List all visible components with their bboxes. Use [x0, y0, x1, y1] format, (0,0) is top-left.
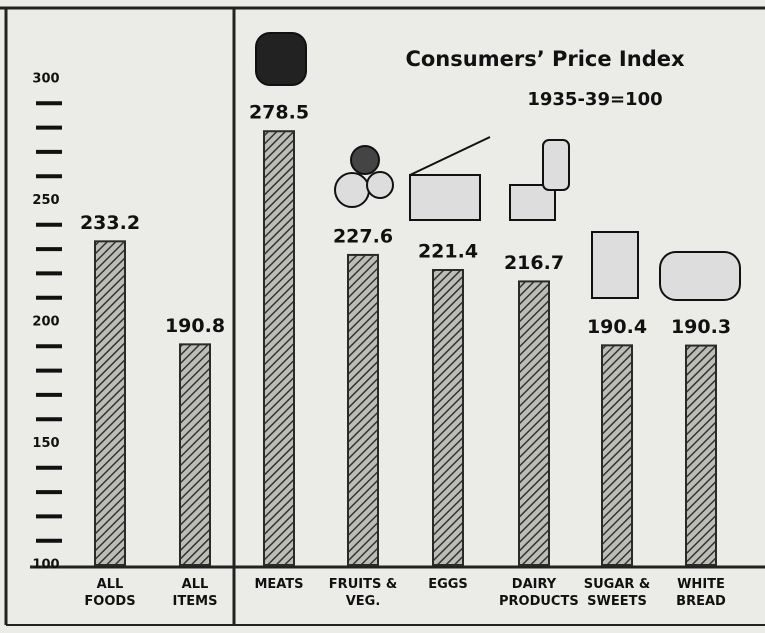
value-label: 190.8 — [165, 315, 225, 337]
value-label: 216.7 — [504, 252, 564, 274]
value-label: 233.2 — [80, 212, 140, 234]
y-tick-label: 250 — [32, 193, 59, 208]
x-tick-label: ALL ITEMS — [160, 576, 230, 610]
y-tick-label: 200 — [32, 315, 59, 330]
chart: Consumers’ Price Index 1935-39=100 100 15… — [0, 0, 765, 633]
y-tick-label: 150 — [32, 436, 59, 451]
bar — [519, 281, 549, 565]
bar — [180, 344, 210, 565]
value-label: 190.3 — [671, 316, 731, 338]
bar — [602, 345, 632, 565]
bar — [95, 241, 125, 565]
x-tick-label: WHITE BREAD — [666, 576, 736, 610]
value-label: 221.4 — [418, 240, 478, 262]
value-label: 190.4 — [587, 316, 647, 338]
x-tick-label: MEATS — [237, 576, 321, 593]
x-tick-label: EGGS — [406, 576, 490, 593]
chart-title: Consumers’ Price Index — [405, 47, 684, 71]
y-tick-label: 300 — [32, 72, 59, 87]
x-tick-label: FRUITS & VEG. — [328, 576, 398, 610]
page: Consumers’ Price Index 1935-39=100 100 15… — [0, 0, 765, 633]
bar — [264, 131, 294, 565]
bar — [348, 255, 378, 565]
chart-subtitle: 1935-39=100 — [527, 89, 662, 110]
x-tick-label: SUGAR & SWEETS — [582, 576, 652, 610]
x-tick-label: ALL FOODS — [75, 576, 145, 610]
value-label: 278.5 — [249, 102, 309, 124]
icons — [256, 33, 740, 300]
x-tick-label: DAIRY PRODUCTS — [499, 576, 569, 610]
bar — [433, 270, 463, 565]
value-label: 227.6 — [333, 225, 393, 247]
y-tick-label: 100 — [32, 558, 59, 573]
bar — [686, 346, 716, 565]
